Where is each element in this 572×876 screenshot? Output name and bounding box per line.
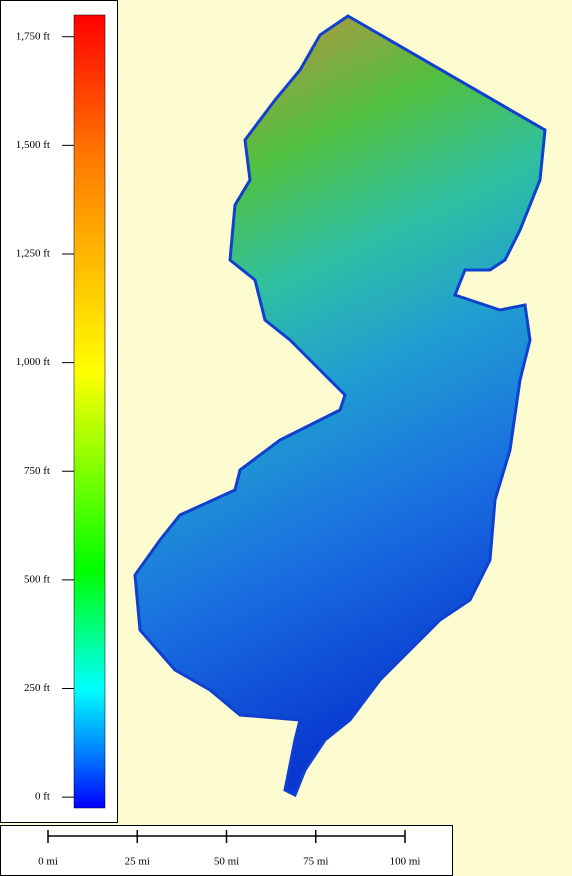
legend-tick-label: 250 ft — [24, 682, 50, 694]
scale-tick-label: 25 mi — [125, 856, 150, 868]
color-bar — [73, 14, 106, 809]
scale-tick-label: 75 mi — [303, 856, 328, 868]
state-terrain — [133, 14, 547, 798]
legend-tick-label: 1,500 ft — [16, 139, 50, 151]
legend-tick-label: 500 ft — [24, 573, 50, 585]
legend-tick-label: 1,750 ft — [16, 30, 50, 42]
scale-tick-label: 50 mi — [214, 856, 239, 868]
legend-tick-label: 1,000 ft — [16, 356, 50, 368]
legend-tick-label: 0 ft — [35, 791, 50, 803]
scale-tick-label: 0 mi — [38, 856, 58, 868]
scale-tick-label: 100 mi — [390, 856, 421, 868]
legend-tick-label: 1,250 ft — [16, 248, 50, 260]
legend-tick-label: 750 ft — [24, 465, 50, 477]
